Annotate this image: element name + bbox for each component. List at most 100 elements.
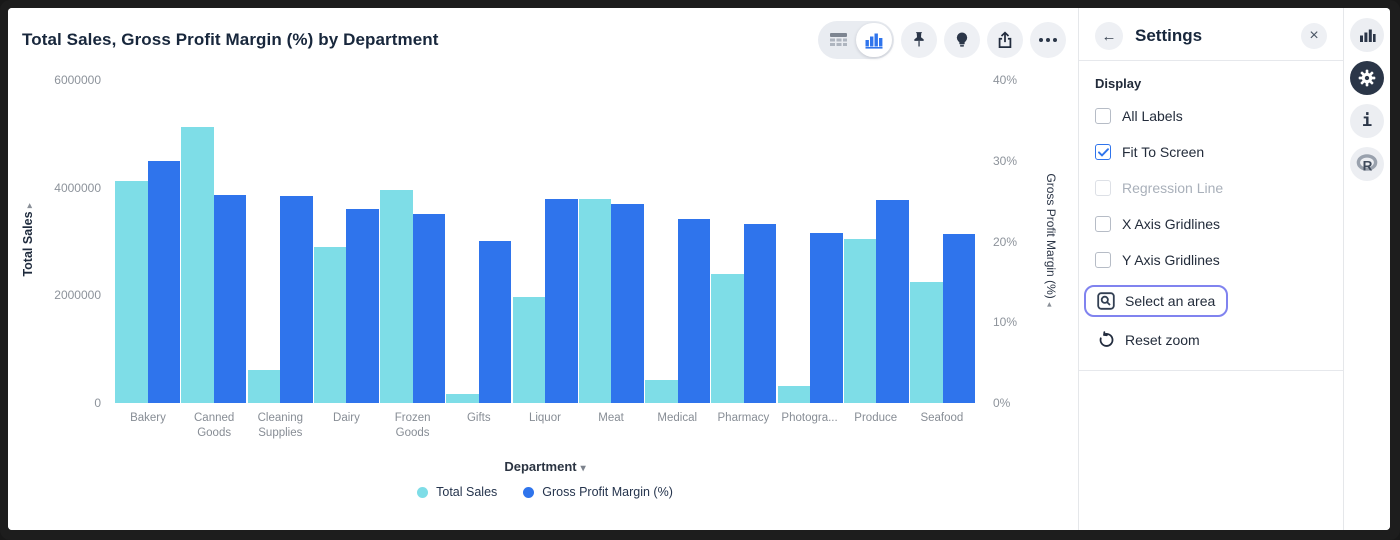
checkbox-regression-line	[1095, 180, 1111, 196]
display-section-heading: Display	[1095, 76, 1142, 91]
bar-group-liquor	[512, 80, 578, 403]
checkbox-all-labels[interactable]	[1095, 108, 1111, 124]
settings-header: ← Settings ×	[1095, 8, 1327, 60]
reset-zoom-label: Reset zoom	[1125, 332, 1200, 348]
x-axis-label: Frozen Goods	[394, 412, 431, 439]
bar-gross-profit-margin[interactable]	[810, 232, 843, 403]
bar-total-sales[interactable]	[247, 370, 280, 403]
bar-total-sales[interactable]	[578, 198, 612, 403]
bar-total-sales[interactable]	[645, 379, 678, 403]
divider	[1343, 8, 1344, 530]
x-axis-label: Dairy	[333, 412, 360, 424]
bar-total-sales[interactable]	[313, 246, 347, 403]
checkbox-row-x-axis-gridlines[interactable]: X Axis Gridlines	[1095, 213, 1327, 235]
display-checkbox-list: All Labels Fit To Screen Regression Line X …	[1095, 105, 1327, 271]
checkbox-fit-to-screen[interactable]	[1095, 144, 1111, 160]
checkbox-row-fit-to-screen[interactable]: Fit To Screen	[1095, 141, 1327, 163]
checkbox-label: All Labels	[1122, 108, 1183, 124]
bar-total-sales[interactable]	[843, 238, 877, 403]
more-options-button[interactable]	[1030, 22, 1066, 58]
bar-group-canned-goods	[181, 80, 247, 403]
chart-toolbar	[818, 21, 1066, 59]
x-axis-label: Cleaning Supplies	[257, 412, 304, 439]
bar-gross-profit-margin[interactable]	[743, 223, 777, 403]
select-area-icon	[1097, 292, 1115, 310]
bar-total-sales[interactable]	[115, 180, 148, 403]
bar-gross-profit-margin[interactable]	[346, 209, 379, 403]
legend-item-total-sales[interactable]: Total Sales	[417, 485, 497, 499]
rail-info-button[interactable]: i	[1350, 104, 1384, 138]
plot-area	[115, 80, 975, 403]
checkbox-x-axis-gridlines[interactable]	[1095, 216, 1111, 232]
bar-group-produce	[843, 80, 909, 403]
checkbox-y-axis-gridlines[interactable]	[1095, 252, 1111, 268]
bar-group-photogra	[777, 80, 843, 403]
bar-total-sales[interactable]	[777, 385, 810, 403]
rail-settings-button[interactable]	[1350, 61, 1384, 95]
reset-zoom-button[interactable]: Reset zoom	[1084, 324, 1213, 356]
reset-zoom-icon	[1099, 331, 1114, 347]
rail-r-button[interactable]: R	[1350, 147, 1384, 181]
checkbox-row-all-labels[interactable]: All Labels	[1095, 105, 1327, 127]
chart-view-button[interactable]	[856, 23, 892, 57]
bar-gross-profit-margin[interactable]	[213, 195, 247, 403]
bar-gross-profit-margin[interactable]	[412, 214, 445, 403]
x-axis-title[interactable]: Department ▾	[115, 459, 975, 474]
legend: Total Sales Gross Profit Margin (%)	[115, 485, 975, 499]
bar-gross-profit-margin[interactable]	[942, 234, 975, 403]
y-axis-tick-label: 4000000	[54, 180, 101, 195]
y-axis-tick-label: 2000000	[54, 288, 101, 303]
back-arrow-icon: ←	[1101, 27, 1117, 45]
view-toggle	[818, 21, 894, 59]
checkbox-label: Y Axis Gridlines	[1122, 252, 1220, 268]
bar-gross-profit-margin[interactable]	[611, 204, 644, 403]
y-axis-tick-label: 10%	[993, 315, 1018, 330]
bar-gross-profit-margin[interactable]	[545, 198, 578, 403]
bar-group-meat	[578, 80, 644, 403]
insights-button[interactable]	[944, 22, 980, 58]
bar-gross-profit-margin[interactable]	[478, 240, 512, 403]
bar-total-sales[interactable]	[910, 281, 943, 403]
bar-total-sales[interactable]	[512, 296, 545, 403]
pin-button[interactable]	[901, 22, 937, 58]
export-button[interactable]	[987, 22, 1023, 58]
table-icon	[829, 32, 847, 46]
rail-chart-button[interactable]	[1350, 18, 1384, 52]
bar-total-sales[interactable]	[181, 127, 214, 403]
settings-close-button[interactable]: ×	[1301, 23, 1327, 49]
bar-gross-profit-margin[interactable]	[876, 200, 909, 403]
x-axis-label: Meat	[598, 412, 624, 424]
checkbox-label: Fit To Screen	[1122, 144, 1205, 160]
y-axis-left: 0 2000000 4000000 6000000	[8, 73, 108, 410]
bar-group-frozen-goods	[380, 80, 445, 403]
select-area-button[interactable]: Select an area	[1084, 285, 1229, 317]
right-icon-rail: i R	[1344, 8, 1390, 530]
legend-label: Total Sales	[436, 485, 498, 499]
axis-arrow-icon: ◂	[1045, 302, 1055, 307]
bar-gross-profit-margin[interactable]	[677, 218, 710, 403]
y-axis-tick-label: 6000000	[54, 73, 101, 87]
settings-panel: ← Settings × Display All Labels Fit To Sc…	[1079, 8, 1343, 530]
svg-text:R: R	[1363, 159, 1373, 174]
table-view-button[interactable]	[820, 23, 856, 57]
page-title: Total Sales, Gross Profit Margin (%) by …	[22, 30, 439, 49]
bar-total-sales[interactable]	[380, 190, 413, 403]
pin-icon	[914, 32, 924, 47]
close-icon: ×	[1309, 27, 1319, 44]
bar-gross-profit-margin[interactable]	[280, 196, 313, 403]
divider	[1079, 60, 1343, 61]
x-axis-label: Pharmacy	[717, 412, 770, 424]
bar-group-bakery	[115, 80, 180, 403]
settings-back-button[interactable]: ←	[1095, 22, 1123, 50]
legend-item-gross-profit-margin[interactable]: Gross Profit Margin (%)	[523, 485, 673, 499]
bar-group-seafood	[910, 80, 975, 403]
checkbox-row-y-axis-gridlines[interactable]: Y Axis Gridlines	[1095, 249, 1327, 271]
bar-total-sales[interactable]	[446, 393, 479, 403]
x-axis-label: Liquor	[528, 412, 561, 424]
bar-group-gifts	[446, 80, 512, 403]
x-axis-label: Photogra...	[781, 412, 838, 424]
bar-total-sales[interactable]	[711, 273, 744, 403]
bar-gross-profit-margin[interactable]	[147, 160, 180, 403]
bar-group-medical	[645, 80, 710, 403]
